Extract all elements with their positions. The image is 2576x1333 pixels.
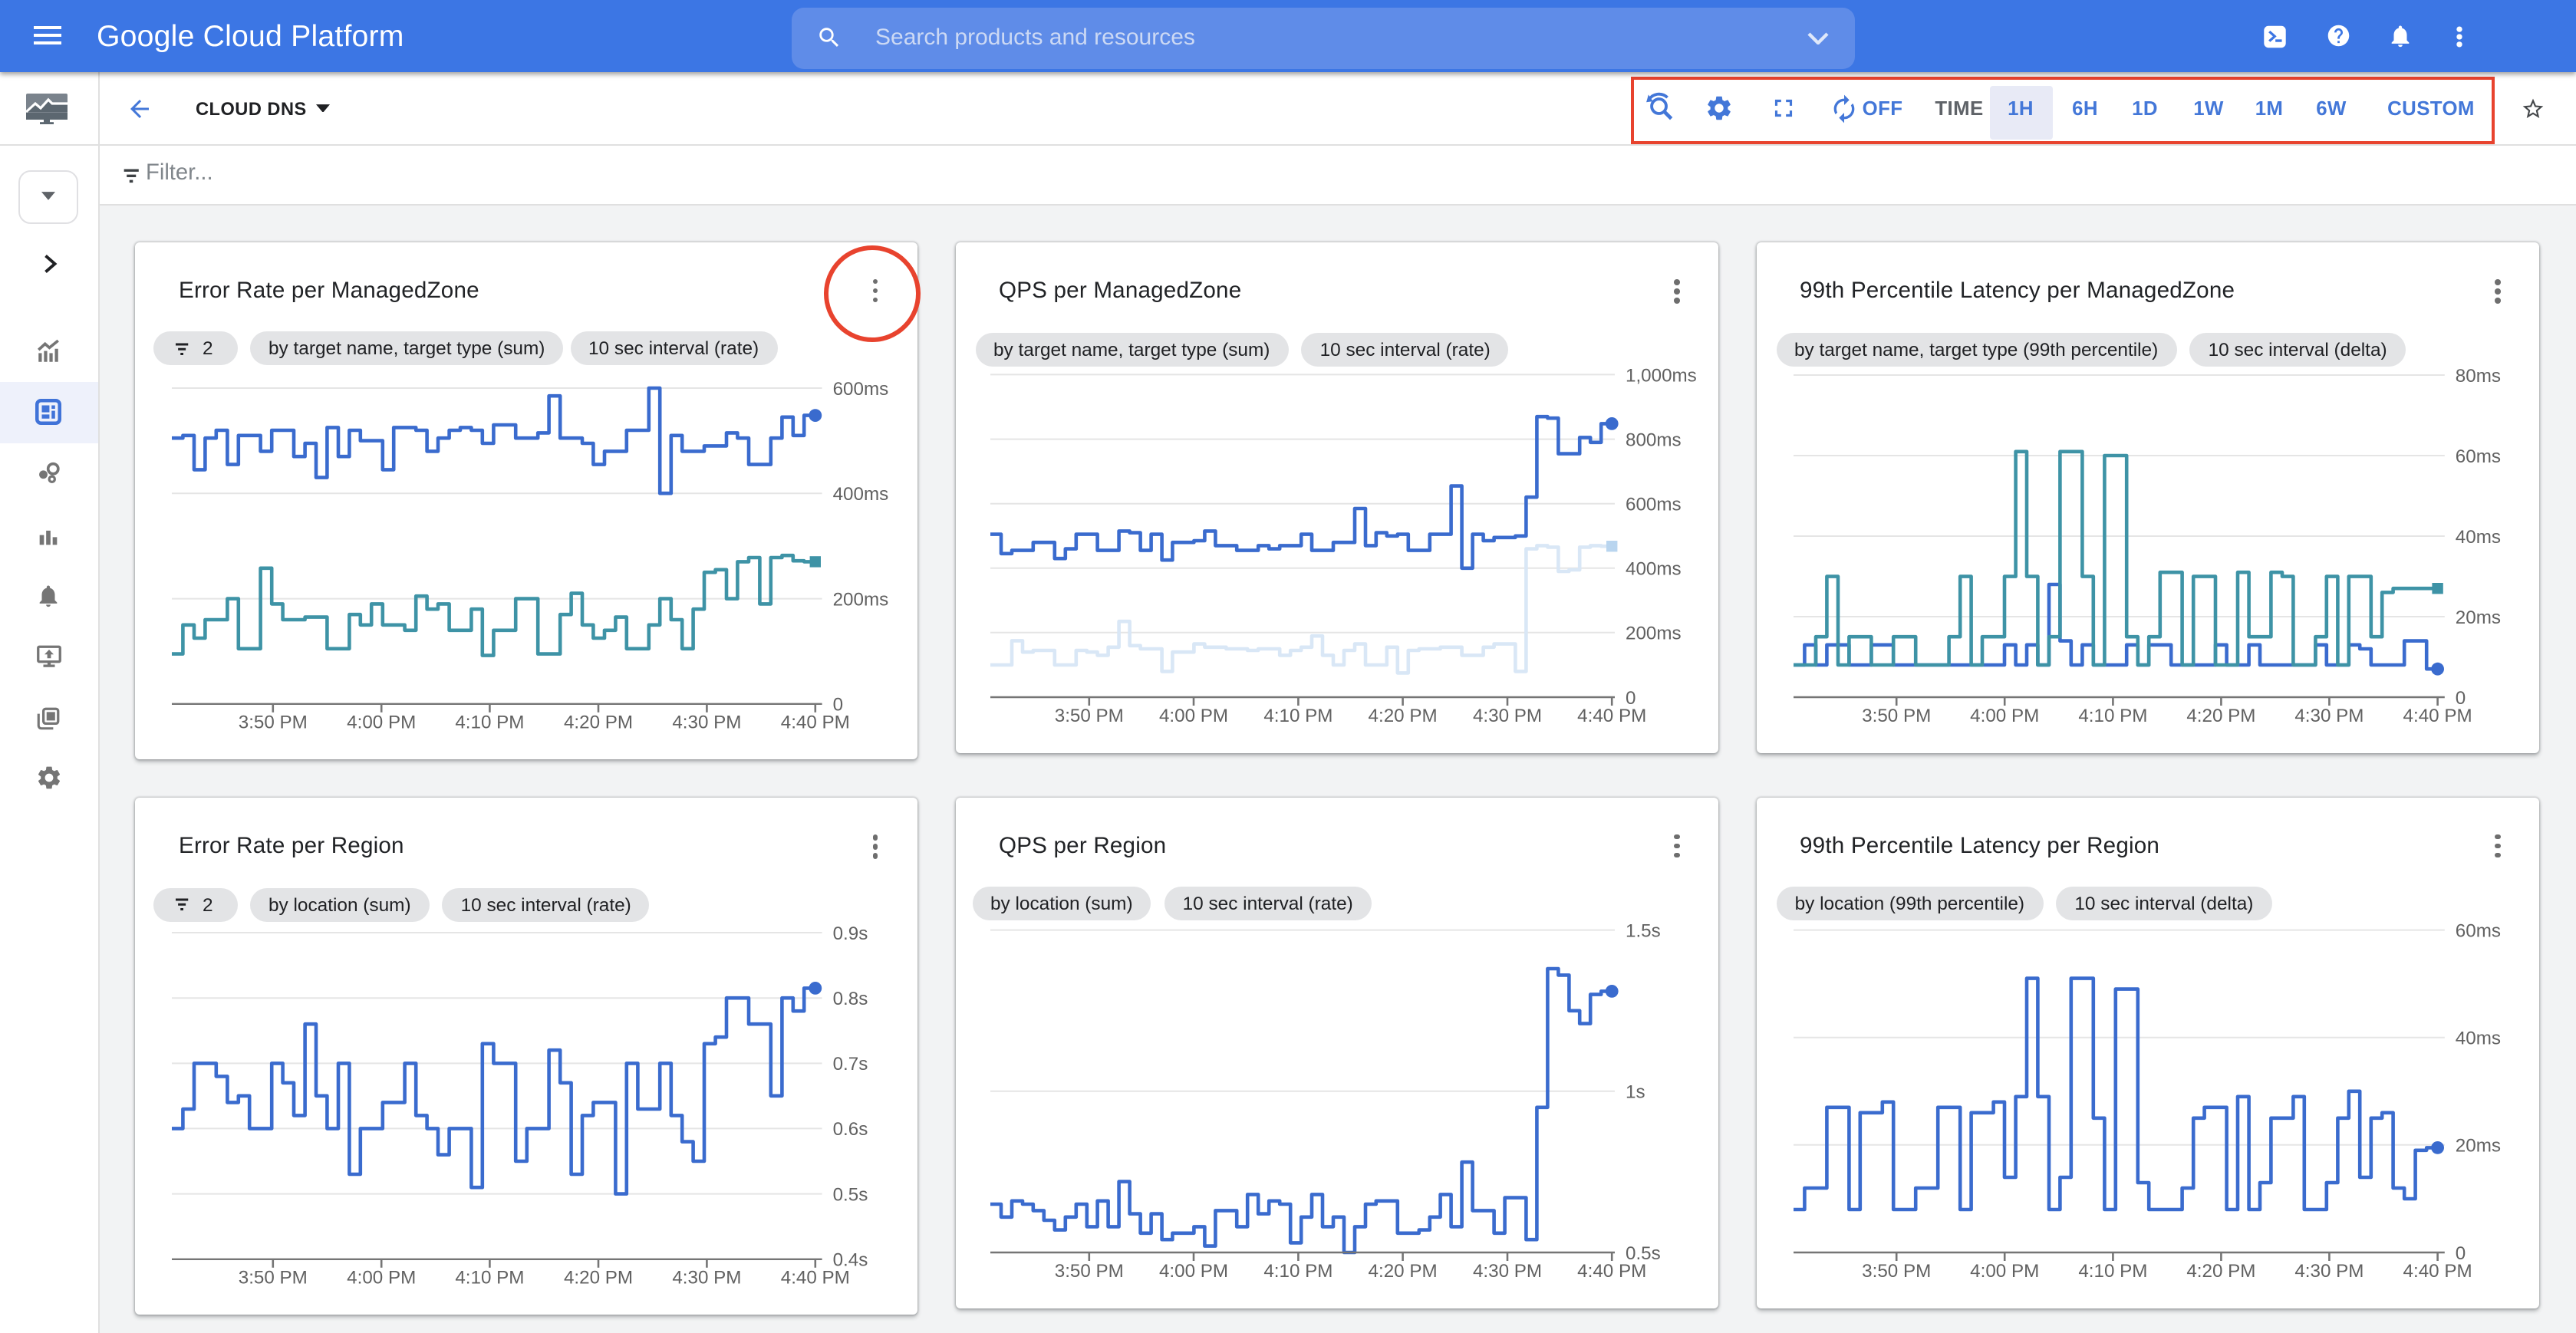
svg-text:4:40 PM: 4:40 PM (1576, 1260, 1645, 1281)
svg-text:400ms: 400ms (1625, 559, 1681, 580)
svg-text:0: 0 (2455, 1242, 2465, 1263)
svg-text:40ms: 40ms (2455, 1028, 2500, 1048)
svg-text:800ms: 800ms (1625, 430, 1681, 450)
svg-text:4:00 PM: 4:00 PM (1158, 1260, 1227, 1281)
svg-text:4:00 PM: 4:00 PM (347, 712, 416, 732)
svg-text:4:40 PM: 4:40 PM (781, 1268, 850, 1289)
svg-text:400ms: 400ms (833, 483, 889, 504)
svg-text:3:50 PM: 3:50 PM (1861, 1260, 1930, 1281)
svg-text:20ms: 20ms (2455, 607, 2500, 628)
svg-text:0.9s: 0.9s (833, 923, 868, 944)
svg-text:0: 0 (1625, 688, 1635, 709)
svg-text:4:30 PM: 4:30 PM (2294, 1260, 2363, 1281)
svg-text:600ms: 600ms (833, 378, 889, 399)
svg-text:0.4s: 0.4s (833, 1250, 868, 1271)
svg-text:4:30 PM: 4:30 PM (672, 1268, 741, 1289)
svg-text:1,000ms: 1,000ms (1625, 365, 1696, 386)
svg-text:4:20 PM: 4:20 PM (564, 1268, 633, 1289)
svg-text:3:50 PM: 3:50 PM (239, 712, 308, 732)
svg-text:4:30 PM: 4:30 PM (2294, 706, 2363, 726)
svg-text:4:40 PM: 4:40 PM (2403, 1260, 2472, 1281)
svg-text:4:40 PM: 4:40 PM (2403, 706, 2472, 726)
svg-text:60ms: 60ms (2455, 920, 2500, 940)
svg-text:1s: 1s (1625, 1081, 1645, 1102)
svg-text:4:10 PM: 4:10 PM (455, 1268, 524, 1289)
svg-text:60ms: 60ms (2455, 446, 2500, 467)
svg-text:4:20 PM: 4:20 PM (1368, 706, 1437, 726)
svg-text:4:40 PM: 4:40 PM (781, 712, 850, 732)
svg-text:0: 0 (833, 694, 843, 715)
svg-text:0.7s: 0.7s (833, 1054, 868, 1075)
svg-text:4:30 PM: 4:30 PM (1472, 706, 1541, 726)
svg-text:0.8s: 0.8s (833, 989, 868, 1009)
svg-text:4:30 PM: 4:30 PM (1472, 1260, 1541, 1281)
svg-text:80ms: 80ms (2455, 366, 2500, 387)
svg-text:200ms: 200ms (833, 588, 889, 609)
svg-text:4:20 PM: 4:20 PM (564, 712, 633, 732)
svg-text:4:10 PM: 4:10 PM (2077, 706, 2146, 726)
svg-text:4:40 PM: 4:40 PM (1576, 706, 1645, 726)
svg-text:4:00 PM: 4:00 PM (1969, 1260, 2038, 1281)
svg-text:0: 0 (2455, 688, 2465, 709)
svg-text:3:50 PM: 3:50 PM (1861, 706, 1930, 726)
svg-text:0.5s: 0.5s (1625, 1242, 1660, 1263)
svg-text:4:00 PM: 4:00 PM (1158, 706, 1227, 726)
svg-text:600ms: 600ms (1625, 495, 1681, 515)
svg-text:4:10 PM: 4:10 PM (1263, 706, 1332, 726)
svg-text:40ms: 40ms (2455, 527, 2500, 548)
svg-text:0.5s: 0.5s (833, 1184, 868, 1205)
svg-text:3:50 PM: 3:50 PM (1054, 706, 1123, 726)
svg-text:4:00 PM: 4:00 PM (347, 1268, 416, 1289)
svg-text:4:20 PM: 4:20 PM (2186, 1260, 2255, 1281)
svg-text:4:10 PM: 4:10 PM (1263, 1260, 1332, 1281)
svg-text:4:30 PM: 4:30 PM (672, 712, 741, 732)
svg-text:4:20 PM: 4:20 PM (1368, 1260, 1437, 1281)
svg-text:3:50 PM: 3:50 PM (1054, 1260, 1123, 1281)
svg-text:3:50 PM: 3:50 PM (239, 1268, 308, 1289)
svg-text:0.6s: 0.6s (833, 1119, 868, 1140)
svg-text:200ms: 200ms (1625, 624, 1681, 644)
svg-text:4:10 PM: 4:10 PM (455, 712, 524, 732)
svg-text:4:20 PM: 4:20 PM (2186, 706, 2255, 726)
svg-text:4:10 PM: 4:10 PM (2077, 1260, 2146, 1281)
svg-text:4:00 PM: 4:00 PM (1969, 706, 2038, 726)
svg-text:20ms: 20ms (2455, 1135, 2500, 1156)
svg-text:1.5s: 1.5s (1625, 920, 1660, 940)
